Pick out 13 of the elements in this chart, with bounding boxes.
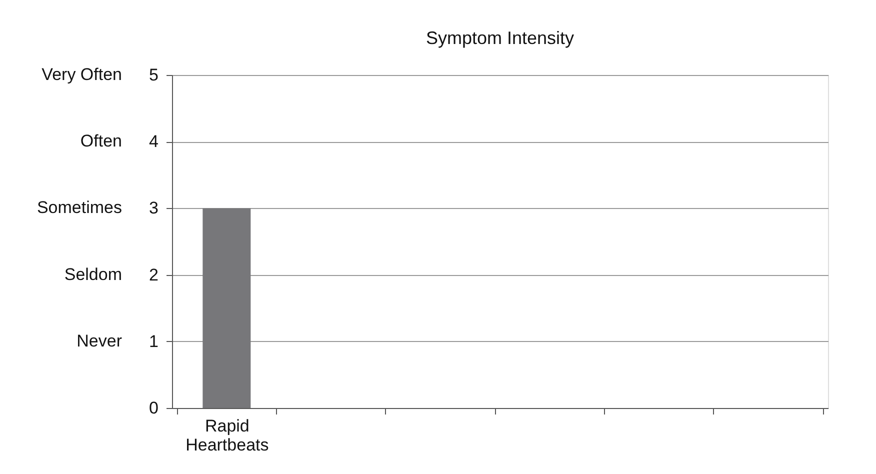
text: Seldom [64,264,122,284]
y-tick-label: 0 [149,398,158,418]
chart-title: Symptom Intensity [426,28,574,48]
text: Never [76,331,122,350]
y-tick-label: 2 [149,265,158,284]
x-tick-label: Rapid Heartbeats [186,416,269,454]
y-tick-label: 1 [149,332,158,351]
text: Sometimes [36,198,122,218]
y-tick-label: 5 [149,66,158,84]
y-tick-label: 3 [149,198,158,218]
text: Often [80,132,122,151]
y-tick-label: 4 [149,132,158,152]
text: Very Often [42,65,122,84]
